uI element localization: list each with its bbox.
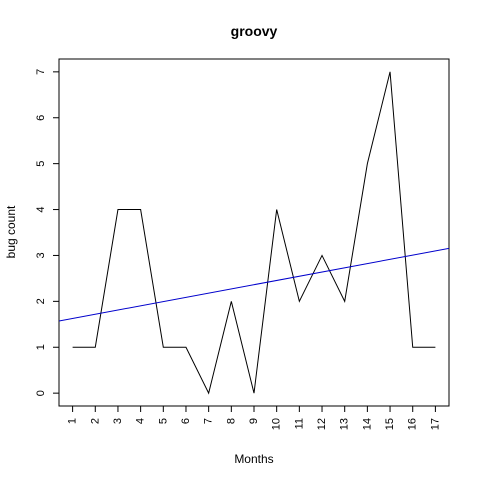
x-tick-label: 3 [112, 418, 124, 424]
x-axis-label: Months [234, 452, 273, 466]
y-tick-label: 2 [35, 298, 47, 304]
x-tick-label: 4 [135, 418, 147, 424]
x-tick-label: 12 [316, 418, 328, 430]
x-tick-label: 9 [248, 418, 260, 424]
x-tick-label: 17 [429, 418, 441, 430]
x-tick-label: 1 [67, 418, 79, 424]
y-tick-label: 5 [35, 161, 47, 167]
x-tick-label: 16 [407, 418, 419, 430]
x-tick-label: 8 [225, 418, 237, 424]
y-axis: 0 1 2 3 4 5 6 7 [35, 69, 59, 396]
bug-count-line [72, 71, 436, 395]
y-tick-label: 3 [35, 252, 47, 258]
x-tick-label: 5 [157, 418, 169, 424]
y-tick-label: 6 [35, 115, 47, 121]
x-tick-label: 2 [89, 418, 101, 424]
x-tick-label: 11 [293, 418, 305, 429]
y-tick-label: 1 [35, 344, 47, 350]
y-axis-label: bug count [4, 205, 18, 258]
x-tick-label: 10 [271, 418, 283, 430]
series-layer [59, 71, 449, 395]
x-tick-label: 15 [384, 418, 396, 430]
x-tick-label: 13 [339, 418, 351, 430]
x-tick-label: 7 [203, 418, 215, 424]
x-tick-label: 14 [361, 418, 373, 430]
y-tick-label: 7 [35, 69, 47, 75]
plot-frame [58, 58, 450, 407]
trend-line [59, 247, 449, 322]
chart-title: groovy [231, 23, 278, 39]
y-tick-label: 4 [35, 206, 47, 212]
y-tick-label: 0 [35, 390, 47, 396]
x-tick-label: 6 [180, 418, 192, 424]
x-axis: 1 2 3 4 5 6 7 8 9 10 11 12 13 14 15 16 17 [67, 406, 441, 430]
